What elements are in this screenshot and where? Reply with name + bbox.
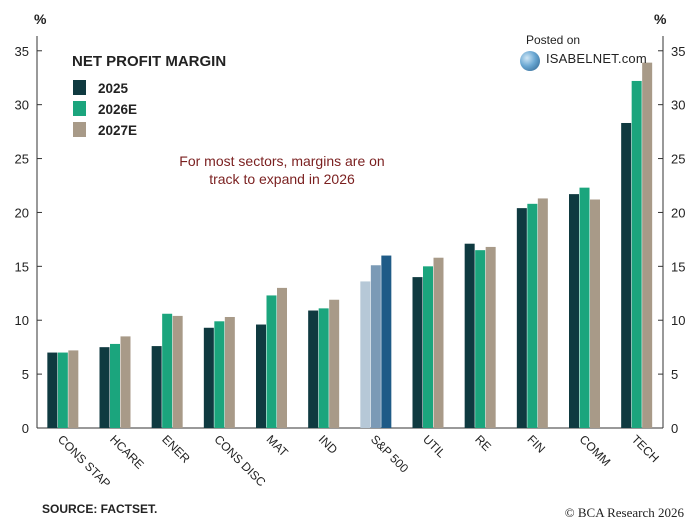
- y-tick-label-left: 5: [22, 367, 29, 382]
- axes: [36, 36, 664, 429]
- y-tick-label-right: 30: [671, 98, 685, 113]
- x-tick-label: TECH: [629, 432, 662, 465]
- source-note: SOURCE: FACTSET.: [42, 502, 158, 516]
- bar-2026e-ind: [318, 308, 329, 428]
- bar-2025-comm: [569, 194, 579, 428]
- bar-2025-ener: [151, 346, 162, 428]
- copyright-note: © BCA Research 2026: [564, 505, 684, 520]
- y-axis-label-left: %: [34, 11, 47, 27]
- bar-2026e-re: [475, 250, 486, 428]
- x-tick-label: ENER: [159, 432, 193, 466]
- bar-2026e-tech: [631, 80, 642, 428]
- bar-2025-re: [464, 243, 475, 428]
- y-tick-label-right: 25: [671, 152, 685, 167]
- bar-2025-mat: [256, 324, 266, 428]
- bar-2025-hcare: [99, 347, 110, 428]
- legend-swatch-2027e: [73, 122, 86, 137]
- bar-2025-fin: [516, 208, 527, 428]
- y-tick-label-left: 20: [15, 205, 29, 220]
- x-tick-label: COMM: [577, 432, 614, 469]
- bar-2025-util: [412, 277, 423, 428]
- y-tick-label-left: 35: [15, 44, 29, 59]
- bar-2027e-ind: [329, 299, 340, 428]
- x-tick-label: IND: [316, 432, 341, 457]
- bar-2026e-cons-disc: [214, 321, 225, 428]
- bar-2026e-comm: [579, 187, 590, 428]
- x-tick-label: UTIL: [420, 432, 449, 461]
- x-tick-label: RE: [472, 432, 494, 454]
- y-tick-label-right: 10: [671, 313, 685, 328]
- bar-2026e-fin: [527, 203, 538, 428]
- y-tick-label-left: 30: [15, 98, 29, 113]
- x-tick-label: S&P 500: [368, 432, 411, 475]
- bar-2026e-s-p-500: [370, 265, 381, 428]
- bars: [47, 62, 653, 429]
- y-tick-label-right: 20: [671, 205, 685, 220]
- bar-2025-s-p-500: [360, 281, 371, 428]
- bar-2026e-hcare: [110, 343, 120, 428]
- chart-title: NET PROFIT MARGIN: [72, 53, 226, 70]
- bar-2027e-hcare: [120, 336, 131, 428]
- y-tick-label-right: 0: [671, 421, 678, 436]
- x-tick-label: CONS DISC: [211, 432, 268, 489]
- legend-label: 2027E: [98, 123, 137, 138]
- legend: 2025 2026E 2027E: [73, 80, 137, 138]
- bar-2025-cons-disc: [203, 327, 214, 428]
- y-tick-label-left: 10: [15, 313, 29, 328]
- x-tick-label: CONS STAP: [55, 432, 113, 490]
- bar-2026e-util: [423, 266, 433, 428]
- x-tick-label: HCARE: [107, 432, 147, 472]
- bar-2027e-comm: [590, 199, 600, 428]
- y-axis-label-right: %: [654, 11, 667, 27]
- bar-2027e-util: [433, 257, 444, 428]
- legend-swatch-2026e: [73, 101, 86, 116]
- bar-2027e-re: [485, 246, 496, 428]
- posted-on-text: Posted on: [526, 33, 581, 47]
- y-tick-label-left: 15: [15, 259, 29, 274]
- y-tick-label-right: 15: [671, 259, 685, 274]
- bar-2025-ind: [308, 310, 319, 428]
- site-name: ISABELNET.com: [546, 51, 647, 66]
- bar-2026e-ener: [162, 313, 173, 428]
- y-tick-label-right: 5: [671, 367, 678, 382]
- x-tick-label: FIN: [524, 432, 548, 456]
- bar-2027e-tech: [642, 62, 653, 429]
- bar-2025-cons-stap: [47, 352, 58, 428]
- legend-label: 2025: [98, 81, 129, 96]
- bar-2026e-mat: [266, 295, 277, 428]
- isabelnet-watermark: Posted on ISABELNET.com: [520, 33, 680, 77]
- y-tick-label-left: 0: [22, 421, 29, 436]
- bar-2027e-fin: [537, 198, 548, 428]
- bar-2027e-ener: [172, 315, 183, 428]
- legend-swatch-2025: [73, 80, 86, 95]
- bar-2025-tech: [621, 122, 632, 428]
- y-tick-label-right: 35: [671, 44, 685, 59]
- bar-2027e-mat: [277, 287, 287, 428]
- chart-annotation: For most sectors, margins are on track to…: [179, 153, 384, 187]
- bar-2027e-cons-disc: [224, 316, 235, 428]
- legend-label: 2026E: [98, 102, 137, 117]
- bar-2026e-cons-stap: [57, 352, 68, 428]
- bar-2027e-s-p-500: [381, 255, 392, 428]
- y-tick-label-left: 25: [15, 152, 29, 167]
- x-tick-label: MAT: [264, 432, 292, 460]
- globe-icon: [520, 51, 540, 71]
- bar-2027e-cons-stap: [68, 350, 79, 428]
